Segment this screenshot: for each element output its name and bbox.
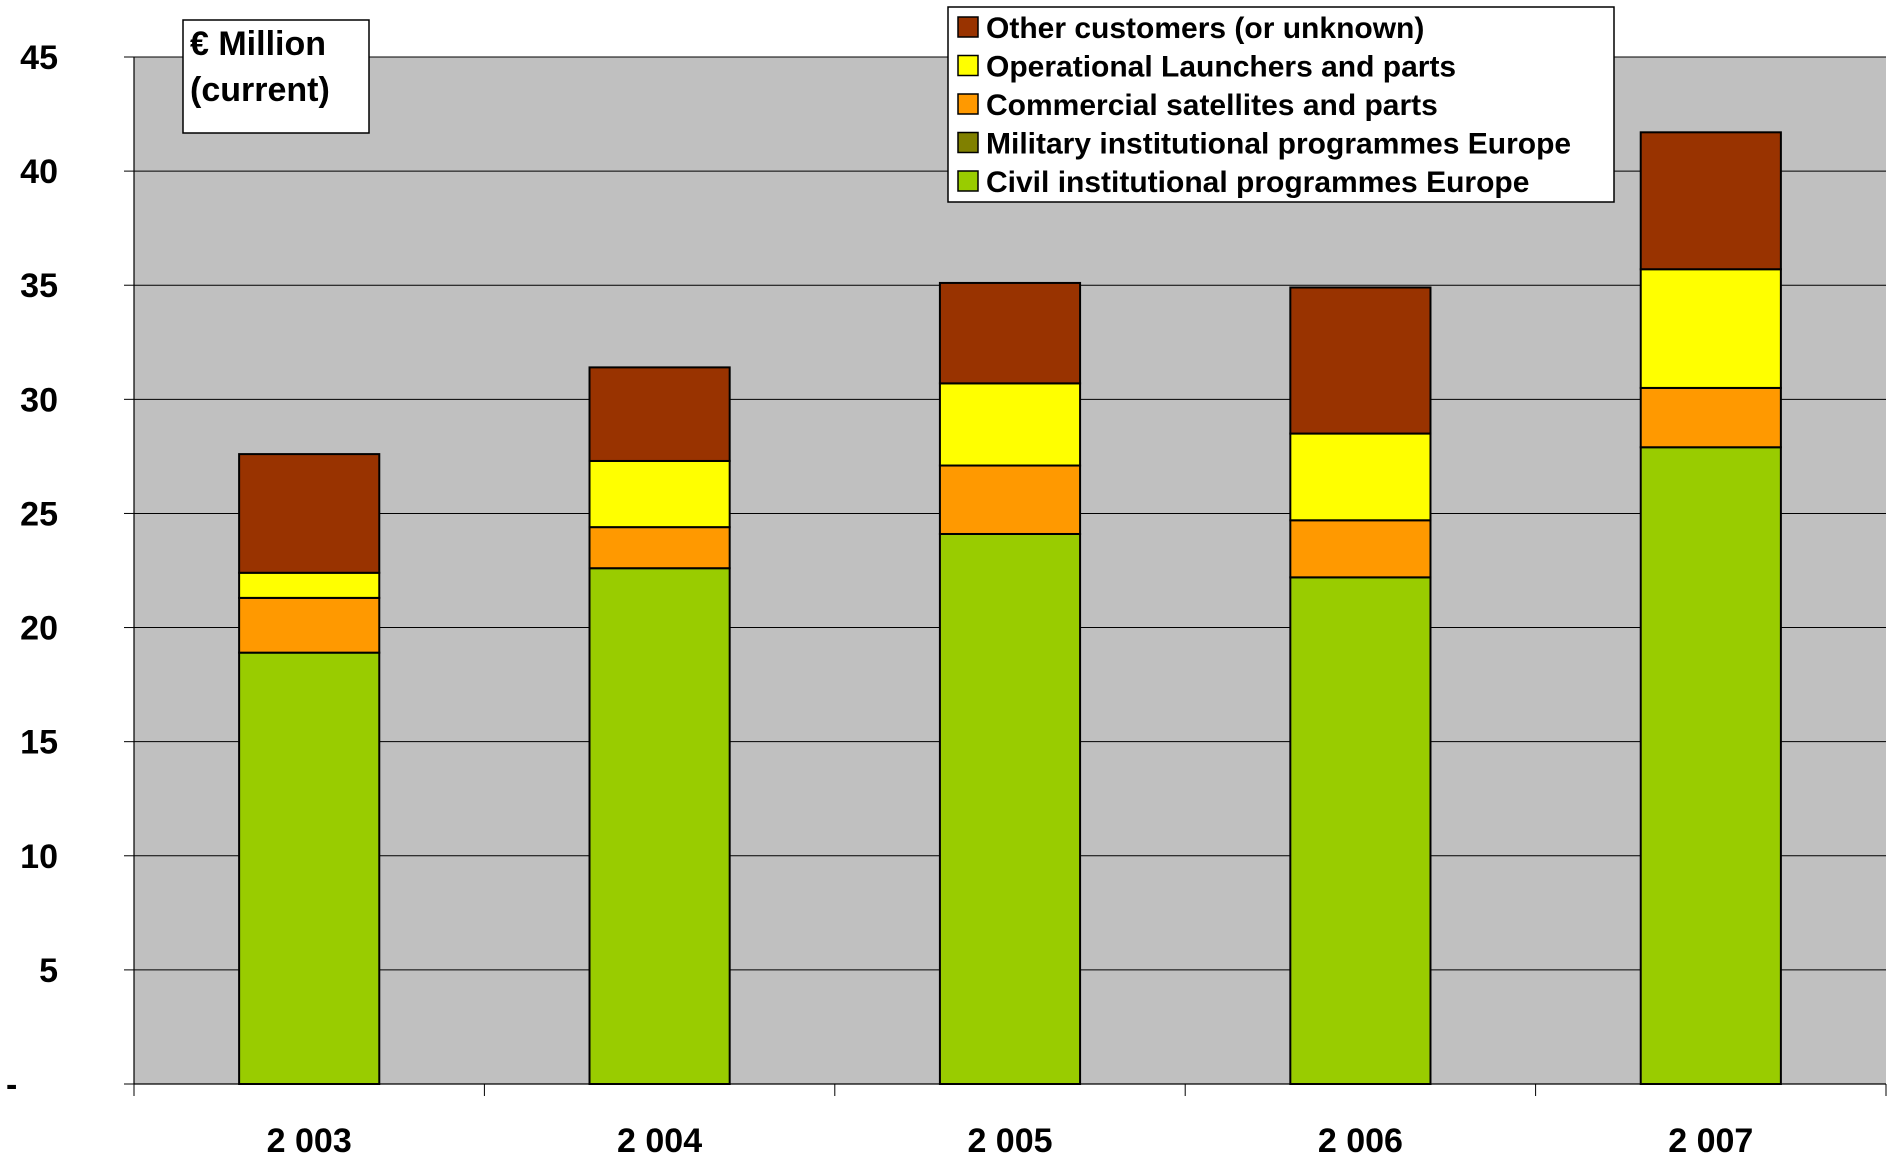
legend-label: Other customers (or unknown) [986,12,1424,45]
bar-segment [238,651,381,1085]
bar-segment [238,571,381,599]
unit-label-line-2: (current) [190,71,330,109]
x-axis-tick-labels: 2 003 2 004 2 005 2 006 2 007 [267,1122,1754,1159]
bar-segment [1289,519,1432,579]
bar-segment [938,464,1082,535]
y-tick-label: - [6,1066,17,1104]
bar-segment [1289,576,1432,1085]
y-tick-label: 25 [20,495,58,533]
y-tick-label: 5 [39,952,58,990]
x-tick-label: 2 005 [967,1122,1052,1159]
legend-label: Commercial satellites and parts [986,89,1438,122]
bars [238,131,1782,1085]
bar-segment [1639,268,1782,389]
y-tick-label: 10 [20,838,58,876]
y-axis-tick-labels: - 5 10 15 20 25 30 35 40 45 [6,39,58,1104]
y-tick-label: 15 [20,724,58,762]
y-tick-label: 30 [20,381,58,419]
legend-label: Operational Launchers and parts [986,51,1456,84]
bar-segment [1639,131,1782,271]
axes [133,57,1887,1096]
y-tick-label: 40 [20,153,58,191]
bar-segment [1289,432,1432,522]
legend-label: Military institutional programmes Europe [986,128,1571,161]
legend-swatch [957,131,979,154]
bar-segment [588,567,731,1085]
bar-segment [238,453,381,574]
legend-swatch [957,16,979,38]
y-tick-label: 20 [20,610,58,648]
bar-segment [938,382,1082,467]
legend-swatch [957,54,979,77]
bar-segment [588,366,731,462]
legend-swatch [957,93,979,115]
legend-label: Civil institutional programmes Europe [986,166,1529,199]
unit-label-line-1: € Million [190,25,326,63]
bar-segment [938,532,1082,1085]
unit-label-box: € Million (current) [182,19,370,134]
legend-box [947,6,1615,203]
bar-segment [938,281,1082,385]
bar-segment [588,459,731,529]
y-tick-label: 45 [20,39,58,77]
x-tick-label: 2 006 [1318,1122,1403,1159]
legend: Other customers (or unknown) Operational … [947,6,1615,203]
bar-segment [1289,286,1432,435]
bar-segment [588,526,731,570]
legend-swatch [957,170,979,192]
x-tick-label: 2 004 [617,1122,702,1159]
bar-segment [238,596,381,654]
x-tick-label: 2 003 [267,1122,352,1159]
bar-segment [1639,446,1782,1085]
bar-segment [1639,386,1782,449]
y-tick-label: 35 [20,267,58,305]
x-tick-label: 2 007 [1668,1122,1753,1159]
